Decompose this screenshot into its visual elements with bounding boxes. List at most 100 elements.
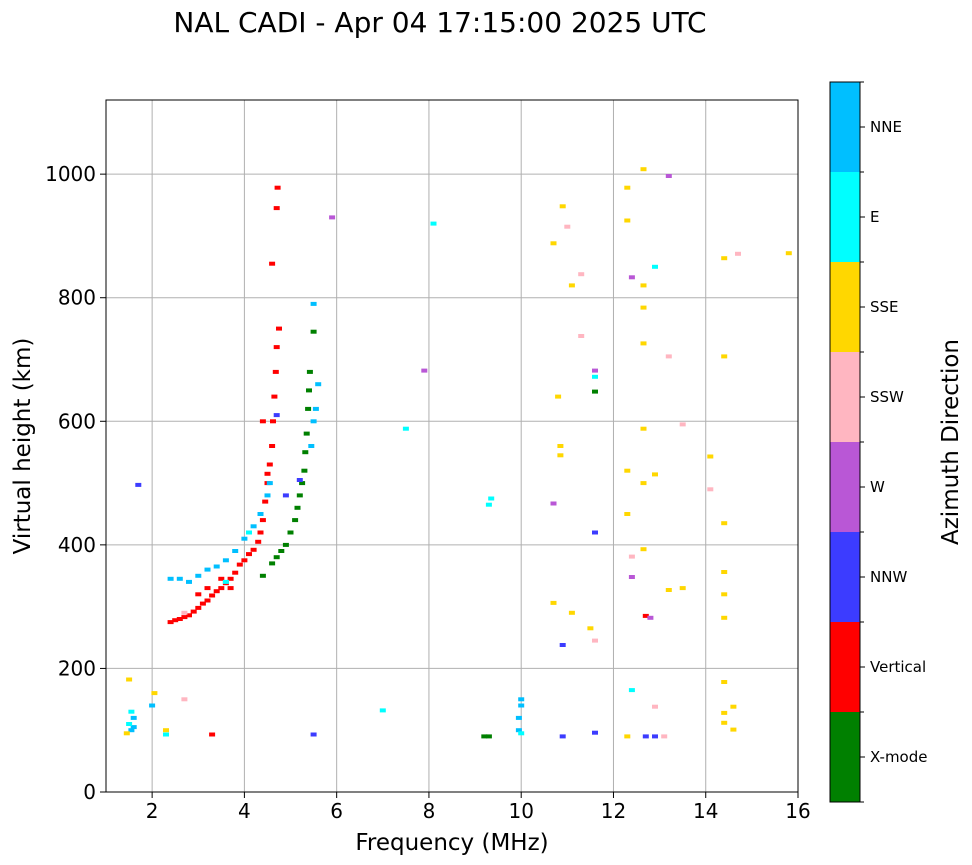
y-tick-label: 1000 bbox=[45, 162, 96, 186]
echo-point-x-mode bbox=[306, 388, 312, 393]
echo-point-ssw bbox=[578, 272, 585, 277]
echo-point-w bbox=[329, 215, 336, 220]
echo-point-nne bbox=[308, 444, 315, 448]
echo-point-sse bbox=[640, 426, 647, 431]
colorbar-swatch-e bbox=[830, 172, 860, 262]
x-tick-label: 10 bbox=[508, 799, 533, 823]
echo-point-sse bbox=[163, 728, 169, 733]
colorbar-swatch-nne bbox=[830, 82, 860, 172]
echo-point-ssw bbox=[679, 422, 686, 427]
echo-point-ssw bbox=[592, 638, 598, 643]
echo-point-nne bbox=[167, 576, 174, 581]
echo-point-nnw bbox=[642, 734, 649, 739]
echo-point-nne bbox=[195, 573, 202, 578]
x-axis-ticks: 2 4 6 8 10 12 14 16 bbox=[146, 792, 811, 823]
echo-point-vertical bbox=[227, 586, 234, 591]
echo-point-sse bbox=[721, 521, 728, 526]
colorbar-swatch-x-mode bbox=[830, 712, 860, 802]
echo-point-w bbox=[550, 501, 557, 506]
echo-point-vertical bbox=[259, 518, 266, 523]
echo-point-nnw bbox=[592, 730, 598, 735]
echo-point-sse bbox=[555, 394, 562, 399]
echo-point-vertical bbox=[218, 586, 225, 591]
colorbar-swatch-vertical bbox=[830, 622, 860, 712]
echo-point-nnw bbox=[135, 482, 142, 487]
y-tick-label: 600 bbox=[58, 409, 96, 433]
echo-point-sse bbox=[550, 600, 557, 605]
y-tick-label: 0 bbox=[83, 780, 96, 804]
colorbar-swatch-sse bbox=[830, 262, 860, 352]
echo-point-e bbox=[246, 530, 252, 535]
echo-point-x-mode bbox=[292, 518, 299, 523]
echo-point-x-mode bbox=[592, 389, 598, 394]
echo-point-nne bbox=[130, 725, 137, 730]
echo-point-sse bbox=[707, 454, 714, 459]
echo-point-ssw bbox=[665, 354, 672, 359]
echo-point-vertical bbox=[255, 539, 262, 544]
echo-point-sse bbox=[665, 588, 672, 592]
echo-point-nne bbox=[310, 419, 317, 424]
echo-point-nne bbox=[312, 406, 319, 411]
y-tick-label: 400 bbox=[58, 533, 96, 557]
colorbar-swatch-nnw bbox=[830, 532, 860, 622]
echo-point-vertical bbox=[236, 562, 243, 567]
echo-point-sse bbox=[721, 680, 728, 684]
echo-point-vertical bbox=[269, 444, 276, 448]
x-tick-label: 16 bbox=[785, 799, 810, 823]
plot-frame bbox=[105, 99, 799, 793]
echo-point-sse bbox=[624, 512, 631, 516]
echo-point-sse bbox=[730, 704, 737, 709]
echo-point-w bbox=[628, 275, 635, 280]
echo-point-nne bbox=[518, 703, 525, 708]
echo-point-nne bbox=[128, 728, 135, 733]
echo-point-ssw bbox=[181, 610, 188, 615]
echo-point-e bbox=[163, 732, 169, 737]
x-tick-label: 4 bbox=[238, 799, 251, 823]
echo-point-ssw bbox=[181, 697, 188, 702]
echo-point-sse bbox=[640, 481, 647, 486]
echo-point-ssw bbox=[735, 251, 741, 256]
colorbar-tick-label: X-mode bbox=[870, 748, 927, 766]
echo-point-ssw bbox=[628, 554, 635, 559]
echo-point-nne bbox=[515, 715, 522, 720]
echo-point-ssw bbox=[564, 224, 571, 229]
echo-point-vertical bbox=[181, 615, 188, 620]
echo-point-sse bbox=[721, 720, 728, 725]
x-tick-label: 14 bbox=[693, 799, 718, 823]
echo-point-e bbox=[126, 722, 133, 726]
echo-point-vertical bbox=[199, 601, 206, 606]
colorbar-swatch-w bbox=[830, 442, 860, 532]
echo-point-vertical bbox=[190, 609, 197, 614]
echo-point-nne bbox=[130, 715, 137, 720]
echo-point-sse bbox=[557, 444, 564, 448]
echo-point-vertical bbox=[241, 558, 248, 563]
colorbar-tick-label: W bbox=[870, 478, 885, 496]
echo-point-nnw bbox=[310, 732, 317, 737]
echo-point-vertical bbox=[270, 419, 276, 424]
chart-title: NAL CADI - Apr 04 17:15:00 2025 UTC bbox=[173, 6, 706, 39]
echo-point-vertical bbox=[264, 471, 271, 476]
echo-point-vertical bbox=[204, 598, 211, 603]
echo-point-sse bbox=[568, 283, 575, 288]
echo-point-vertical bbox=[257, 530, 264, 535]
echo-point-x-mode bbox=[481, 734, 488, 739]
y-axis-label: Virtual height (km) bbox=[10, 338, 36, 555]
echo-point-vertical bbox=[642, 613, 649, 618]
echo-point-vertical bbox=[246, 552, 252, 557]
echo-point-nne bbox=[310, 301, 317, 306]
echo-point-sse bbox=[721, 615, 728, 620]
colorbar-tick-label: Vertical bbox=[870, 658, 926, 676]
echo-point-vertical bbox=[276, 326, 282, 331]
echo-point-e bbox=[628, 688, 635, 693]
colorbar-frame bbox=[829, 81, 861, 803]
echo-point-sse bbox=[624, 734, 631, 739]
echo-point-x-mode bbox=[282, 542, 289, 547]
x-axis-label: Frequency (MHz) bbox=[355, 830, 548, 856]
echo-point-x-mode bbox=[269, 561, 276, 566]
colorbar-tick-label: NNE bbox=[870, 118, 902, 136]
echo-point-nnw bbox=[559, 734, 566, 739]
echo-point-nne bbox=[315, 382, 322, 387]
echo-point-e bbox=[402, 426, 409, 431]
echo-point-sse bbox=[550, 241, 557, 246]
echo-point-nne bbox=[266, 481, 273, 486]
